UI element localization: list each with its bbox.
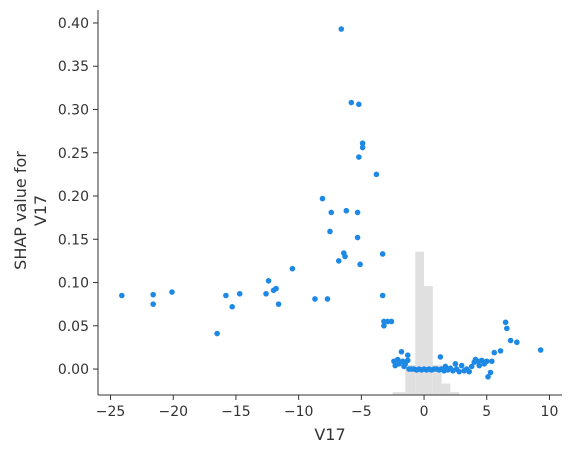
data-point (312, 296, 318, 302)
data-point (150, 291, 156, 298)
data-point (265, 277, 272, 284)
histogram-bar (424, 286, 433, 395)
data-point (356, 154, 362, 160)
points-layer (119, 26, 544, 380)
data-point (343, 207, 350, 214)
data-point (236, 290, 243, 297)
data-point (356, 101, 362, 108)
data-point (319, 195, 326, 202)
x-tick-label: −5 (351, 404, 372, 420)
data-point (452, 361, 459, 367)
y-tick-label: 0.40 (58, 16, 89, 32)
y-tick-label: 0.30 (58, 102, 89, 118)
x-tick-label: −20 (158, 404, 188, 420)
data-point (437, 354, 444, 360)
data-point (394, 356, 401, 363)
data-point (398, 348, 405, 355)
data-point (119, 292, 125, 299)
x-tick-label: −25 (96, 404, 126, 420)
y-tick-label: 0.15 (58, 232, 89, 248)
data-point (150, 301, 156, 307)
data-point (379, 292, 386, 299)
data-point (502, 319, 509, 326)
data-point (404, 352, 411, 359)
data-point (485, 374, 491, 380)
data-point (289, 265, 296, 272)
data-point (466, 368, 473, 375)
x-tick-label: −15 (221, 404, 251, 420)
data-point (379, 251, 386, 257)
x-tick-label: 10 (541, 404, 559, 420)
data-point (223, 292, 229, 299)
data-point (169, 289, 175, 295)
data-point (263, 290, 269, 297)
histogram-bar (415, 251, 425, 395)
histogram-bar (405, 364, 416, 395)
data-point (456, 368, 462, 375)
data-point (458, 362, 465, 369)
data-point (504, 325, 510, 332)
data-point (507, 337, 514, 344)
x-axis-label: V17 (314, 425, 345, 444)
data-point (468, 363, 475, 370)
data-point (324, 296, 331, 302)
data-point (381, 322, 387, 329)
y-tick-label: 0.25 (58, 146, 89, 162)
data-point (483, 358, 490, 365)
data-point (214, 330, 220, 337)
data-point (488, 358, 495, 365)
data-point (342, 253, 348, 260)
histogram-bar (392, 392, 406, 395)
data-point (514, 339, 520, 346)
y-ticks: 0.00 0.05 0.10 0.15 0.20 0.25 0.30 0.35 0.40 (58, 16, 98, 378)
data-point (273, 285, 279, 292)
data-point (357, 261, 363, 268)
data-point (476, 362, 483, 369)
histogram-bar (441, 383, 451, 395)
data-point (404, 357, 411, 364)
data-point (338, 26, 345, 32)
data-point (328, 209, 335, 216)
x-tick-label: −10 (284, 404, 314, 420)
data-point (229, 303, 235, 310)
data-point (537, 347, 544, 353)
histogram-layer (392, 251, 460, 395)
y-tick-label: 0.00 (58, 362, 89, 378)
data-point (359, 140, 366, 147)
data-point (487, 369, 494, 376)
data-point (388, 318, 395, 325)
data-point (359, 144, 366, 151)
y-tick-label: 0.20 (58, 189, 89, 205)
x-tick-label: 5 (482, 404, 491, 420)
histogram-bar (450, 392, 460, 395)
y-tick-label: 0.05 (58, 319, 89, 335)
y-tick-label: 0.35 (58, 59, 89, 75)
data-point (335, 258, 342, 264)
data-point (348, 99, 355, 106)
data-point (275, 301, 282, 307)
data-point (327, 228, 333, 235)
histogram-bar (432, 364, 442, 395)
data-point (354, 234, 361, 241)
x-ticks: −25 −20 −15 −10 −5 0 5 10 (96, 395, 559, 420)
data-point (354, 209, 361, 216)
y-tick-label: 0.10 (58, 276, 89, 292)
axes-layer (97, 10, 562, 396)
data-point (491, 349, 498, 356)
x-tick-label: 0 (420, 404, 429, 420)
data-point (373, 171, 380, 178)
data-point (497, 348, 504, 354)
y-axis-label: SHAP value forV17 (11, 151, 50, 270)
